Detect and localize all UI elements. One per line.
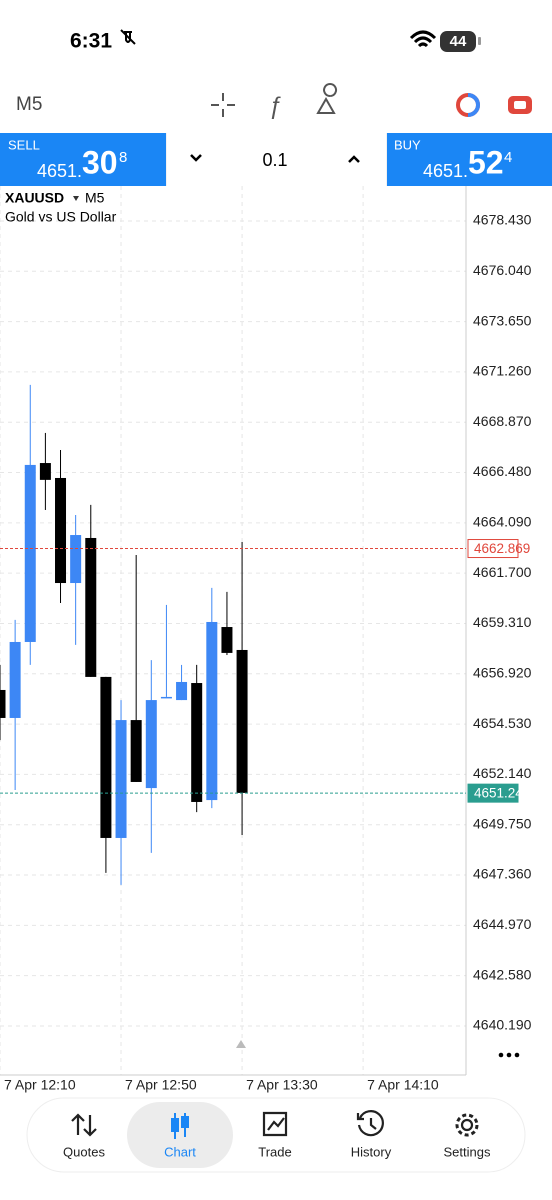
nav-label[interactable]: Settings: [444, 1144, 491, 1159]
sell-price: 4651.: [37, 161, 82, 181]
nav-label[interactable]: Chart: [164, 1144, 196, 1159]
candle-body: [115, 720, 127, 838]
candle-body: [70, 535, 82, 584]
crosshair-icon[interactable]: [211, 93, 235, 117]
buy-price-big: 52: [468, 144, 504, 180]
y-tick-label: 4661.700: [473, 564, 532, 580]
candle-body: [39, 463, 51, 480]
candle-body: [206, 621, 218, 801]
more-menu[interactable]: [498, 1052, 520, 1058]
timeframe-button[interactable]: M5: [16, 94, 42, 115]
indicators-icon[interactable]: ƒ: [268, 92, 281, 119]
mute-icon: [120, 29, 136, 45]
volume-up[interactable]: [348, 155, 360, 163]
chart-subtitle: Gold vs US Dollar: [5, 209, 117, 225]
volume-down[interactable]: [190, 154, 202, 162]
y-tick-label: 4640.190: [473, 1017, 532, 1033]
wifi-icon: [409, 30, 437, 48]
settings-icon-gear: [455, 1113, 479, 1137]
battery: [440, 31, 476, 52]
objects-icon[interactable]: [316, 83, 338, 114]
y-tick-label: 4652.140: [473, 765, 532, 781]
y-tick-label: 4647.360: [473, 866, 532, 882]
x-tick-label: 7 Apr 14:10: [367, 1077, 439, 1093]
symbol-dropdown[interactable]: [73, 196, 79, 201]
volume-box: [167, 133, 386, 186]
chart-symbol: XAUUSD: [5, 190, 64, 206]
candle-body: [24, 464, 36, 642]
trade-icon-inner: [514, 101, 526, 109]
x-tick-label: 7 Apr 12:10: [4, 1077, 76, 1093]
nav-label[interactable]: Trade: [258, 1144, 291, 1159]
x-tick-label: 7 Apr 13:30: [246, 1077, 318, 1093]
y-tick-label: 4676.040: [473, 262, 532, 278]
candle-body: [221, 627, 233, 653]
volume[interactable]: 0.1: [262, 150, 287, 170]
status-time: 6:31: [70, 30, 112, 53]
candle-body: [145, 700, 157, 789]
y-tick-label: 4666.480: [473, 463, 532, 479]
nav-active-bg: [127, 1102, 233, 1168]
y-tick-label: 4654.530: [473, 715, 532, 731]
sell-price-small: 8: [119, 149, 127, 166]
y-tick-label: 4673.650: [473, 312, 532, 328]
candle-body: [191, 683, 203, 802]
y-tick-label: 4678.430: [473, 212, 532, 228]
settings-icon[interactable]: [460, 1118, 474, 1132]
buy-price: 4651.: [423, 161, 468, 181]
buy-button[interactable]: [387, 133, 552, 186]
chart-overlay: 4662.869 4651.249: [0, 539, 530, 803]
candle-body: [160, 696, 172, 699]
sell-button[interactable]: [0, 133, 166, 186]
candle-body: [100, 676, 112, 838]
one-click-icon-half: [467, 93, 480, 117]
y-tick-label: 4656.920: [473, 664, 532, 680]
y-tick-label: 4644.970: [473, 916, 532, 932]
chart: 4678.430 4676.040 4673.650 4671.260 4668.870…: [0, 186, 532, 1093]
price-label: 4662.869: [474, 541, 530, 556]
buy-price-small: 4: [504, 149, 512, 166]
trade-nav-icon[interactable]: [262, 1111, 288, 1137]
candle-body: [130, 720, 142, 782]
nav-label[interactable]: History: [351, 1144, 392, 1159]
candle-body: [236, 649, 248, 793]
y-tick-label: 4659.310: [473, 614, 532, 630]
candle-body: [55, 477, 67, 584]
battery-level: 44: [450, 33, 467, 50]
shift-marker: [236, 1040, 246, 1048]
candle-body: [9, 641, 21, 718]
y-tick-label: 4668.870: [473, 413, 532, 429]
price-label-box: [467, 783, 519, 803]
battery-tip: [478, 37, 481, 45]
chart-icon[interactable]: [171, 1113, 189, 1139]
candle-body: [0, 689, 6, 718]
quotes-icon[interactable]: [71, 1113, 97, 1137]
candle-body: [176, 681, 188, 701]
y-tick-label: 4649.750: [473, 815, 532, 831]
price-label-box: [467, 539, 519, 559]
y-tick-label: 4664.090: [473, 514, 532, 530]
candle-body: [85, 537, 97, 677]
y-tick-label: 4642.580: [473, 966, 532, 982]
price-label: 4651.249: [474, 786, 530, 801]
history-icon[interactable]: [356, 1110, 384, 1137]
y-tick-label: 4671.260: [473, 363, 532, 379]
nav-label[interactable]: Quotes: [63, 1144, 105, 1159]
sell-price-big: 30: [82, 144, 118, 180]
x-tick-label: 7 Apr 12:50: [125, 1077, 197, 1093]
sell-label: SELL: [8, 137, 40, 152]
buy-label: BUY: [394, 137, 421, 152]
chart-timeframe: M5: [85, 190, 105, 206]
